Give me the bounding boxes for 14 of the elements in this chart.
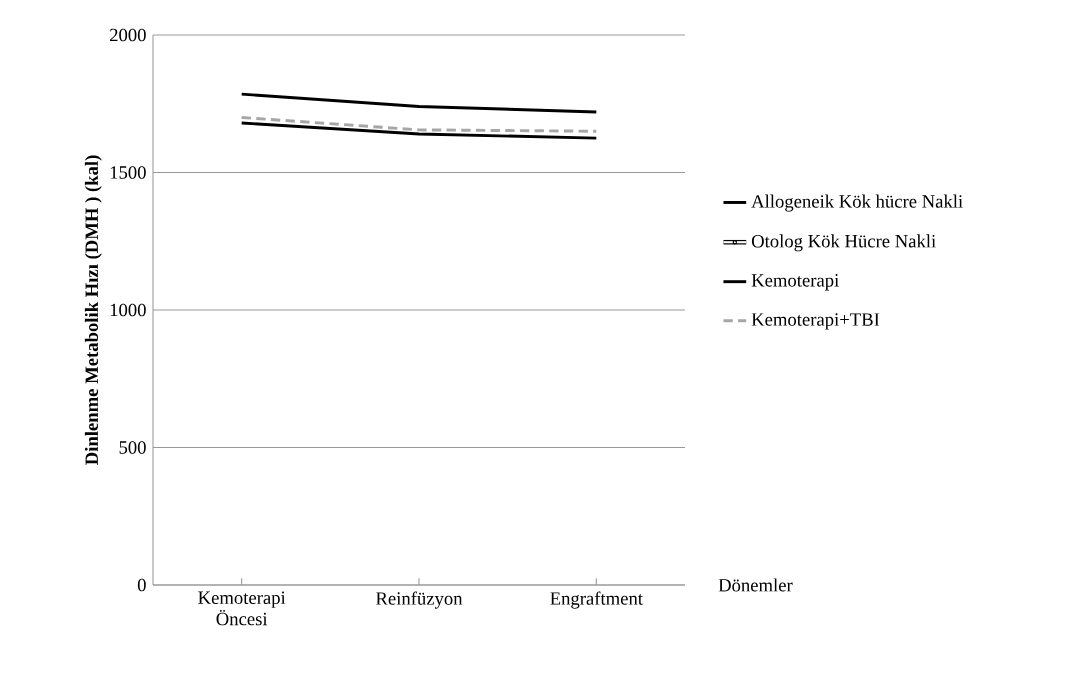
y-tick-label: 500 [119, 441, 146, 454]
y-axis-title: Dinlenme Metabolik Hızı (DMH ) (kal) [84, 155, 102, 465]
y-tick-label: 2000 [110, 28, 146, 42]
x-axis-title: Dönemler [718, 578, 793, 592]
x-tick-label: Reinfüzyon [376, 591, 463, 609]
legend-label: Allogeneik Kök hücre Nakli [751, 194, 963, 212]
legend-label: Kemoterapi+TBI [751, 313, 880, 330]
x-tick-label: Engraftment [550, 591, 643, 609]
x-tick-label: Kemoterapi Öncesi [198, 591, 286, 626]
y-tick-label: 1000 [110, 303, 146, 317]
y-tick-label: 1500 [110, 166, 146, 179]
legend-label: Otolog Kök Hücre Nakli [751, 234, 936, 252]
y-tick-label: 0 [137, 578, 146, 592]
legend-label: Kemoterapi [751, 274, 839, 291]
